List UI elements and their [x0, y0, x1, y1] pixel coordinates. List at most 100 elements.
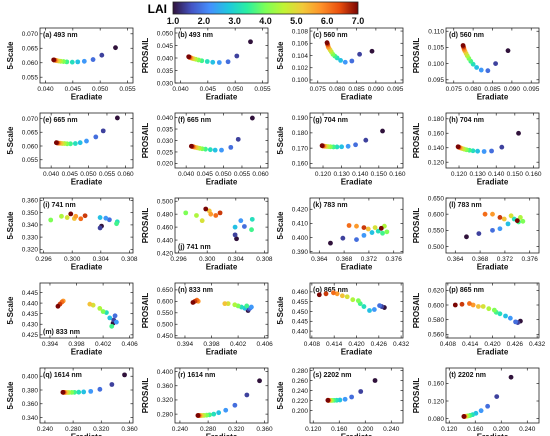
x-axis-label: Eradiate: [477, 348, 509, 357]
data-point: [342, 59, 348, 65]
colorbar-tick-label: 4.0: [259, 16, 272, 26]
x-tick-label: 0.308: [256, 256, 273, 263]
data-point: [361, 225, 367, 231]
data-point: [353, 142, 358, 148]
y-tick-label: 0.450: [157, 333, 174, 340]
y-tick-label: 0.600: [428, 302, 445, 309]
y-axis-label: PROSAIL: [141, 123, 150, 159]
data-point: [361, 304, 367, 309]
data-point: [505, 48, 511, 54]
data-point: [97, 305, 103, 311]
x-tick-label: 0.360: [256, 426, 273, 433]
data-point: [520, 218, 526, 224]
data-point: [114, 115, 120, 121]
y-tick-label: 0.045: [157, 43, 174, 50]
x-tick-label: 0.140: [352, 171, 369, 178]
data-point: [106, 217, 112, 223]
colorbar-tick-label: 7.0: [352, 16, 365, 26]
y-tick-label: 0.035: [157, 68, 174, 75]
y-tick-label: 0.140: [428, 145, 445, 152]
x-tick-label: 0.414: [326, 341, 343, 348]
x-axis-label: Eradiate: [71, 348, 103, 357]
data-point: [455, 144, 461, 150]
data-point: [232, 224, 238, 230]
x-tick-label: 0.050: [92, 86, 109, 93]
colorbar-tick-label: 1.0: [167, 16, 180, 26]
x-tick-label: 0.080: [465, 86, 482, 93]
data-point: [474, 65, 480, 70]
y-axis-label: PROSAIL: [412, 208, 421, 244]
panel-grid: 0.040 0.045 0.050 0.0550.0550.0600.0650.070…: [6, 27, 546, 436]
scatter-panel: 0.240 0.280 0.320 0.360 0.280 0.320 0.360 0.400…: [141, 367, 273, 436]
y-axis-label: 5-Scale: [6, 126, 15, 155]
data-point: [514, 218, 520, 224]
data-point: [475, 148, 481, 154]
data-point: [334, 144, 340, 150]
data-point: [235, 136, 241, 142]
plot-frame: [39, 282, 134, 339]
panel-label: (l) 783 nm: [449, 202, 482, 209]
x-tick-label: 0.160: [467, 426, 484, 433]
x-tick-label: 0.304: [228, 256, 245, 263]
data-point: [77, 140, 83, 146]
scatter-panel: 0.394 0.398 0.402 0.406 0.425 0.430 0.435 0.440…: [6, 282, 138, 357]
data-point: [48, 217, 54, 223]
x-tick-label: 0.050: [215, 171, 232, 178]
data-point: [59, 213, 64, 219]
x-tick-label: 0.040: [43, 171, 60, 178]
y-tick-label: 0.180: [428, 116, 445, 123]
y-tick-label: 0.190: [292, 115, 309, 122]
colorbar-gradient: [172, 1, 359, 15]
data-point: [55, 303, 61, 309]
y-tick-label: 0.400: [157, 369, 174, 376]
x-tick-label: 0.432: [393, 341, 410, 348]
data-point: [97, 225, 103, 231]
y-tick-label: 0.160: [428, 131, 445, 138]
data-point: [346, 223, 352, 228]
x-tick-label: 0.372: [497, 256, 514, 263]
data-point: [84, 138, 89, 144]
plot-frame: [174, 197, 269, 254]
x-tick-label: 0.240: [37, 426, 54, 433]
data-point: [223, 407, 229, 413]
data-point: [508, 374, 514, 380]
data-point: [497, 226, 503, 232]
panel-label: (d) 560 nm: [449, 32, 484, 39]
x-tick-label: 0.414: [462, 341, 479, 348]
y-axis-label: 5-Scale: [6, 296, 15, 325]
panel-label: (e) 665 nm: [43, 117, 78, 124]
scatter-panel: 0.364 0.368 0.372 0.376 0.500 0.550 0.600 0.650…: [412, 195, 540, 272]
y-axis-label: PROSAIL: [412, 293, 421, 329]
y-tick-label: 0.480: [157, 211, 174, 218]
data-point: [507, 315, 513, 321]
y-tick-label: 0.455: [292, 299, 309, 306]
plot-frame: [39, 27, 134, 84]
data-point: [363, 137, 369, 143]
y-axis-label: PROSAIL: [412, 123, 421, 159]
y-axis-label: PROSAIL: [141, 293, 150, 329]
scatter-panel: 0.040 0.045 0.050 0.055 0.0600.0550.0600.065…: [6, 112, 134, 187]
data-point: [216, 60, 222, 65]
data-point: [90, 57, 96, 62]
x-tick-label: 0.120: [315, 171, 332, 178]
panel-label: (i) 741 nm: [43, 202, 76, 209]
y-tick-label: 0.095: [428, 77, 445, 84]
panel-label: (a) 493 nm: [43, 32, 78, 39]
x-axis-label: Eradiate: [206, 93, 238, 102]
data-point: [459, 301, 465, 307]
data-point: [93, 134, 99, 140]
y-tick-label: 0.410: [292, 221, 309, 228]
y-tick-label: 0.430: [22, 322, 39, 329]
data-point: [248, 39, 253, 45]
x-tick-label: 0.398: [203, 341, 220, 348]
y-tick-label: 0.055: [22, 75, 39, 82]
data-point: [241, 224, 247, 229]
data-point: [81, 389, 87, 395]
y-tick-label: 0.070: [22, 116, 39, 123]
scatter-panel: 0.120 0.130 0.140 0.150 0.1600.1200.1400.160…: [412, 112, 542, 187]
data-point: [208, 211, 214, 217]
y-tick-label: 0.580: [428, 317, 445, 324]
y-axis-label: 5-Scale: [6, 211, 15, 240]
x-tick-label: 0.040: [37, 86, 54, 93]
data-point: [461, 414, 467, 419]
